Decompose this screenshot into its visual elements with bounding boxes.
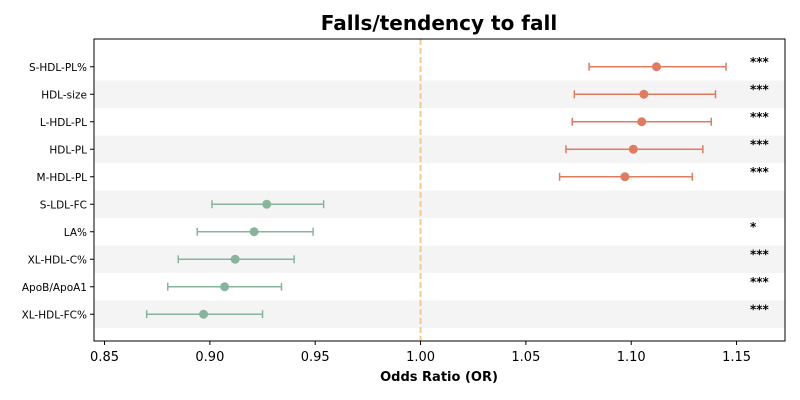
- or-point: [220, 282, 230, 292]
- significance-label: ***: [750, 275, 770, 289]
- x-tick-label: 1.00: [406, 350, 435, 365]
- ci-row: ***: [565, 137, 770, 154]
- x-axis-label: Odds Ratio (OR): [380, 370, 498, 385]
- significance-label: ***: [750, 82, 770, 96]
- category-label: L-HDL-PL: [40, 117, 87, 129]
- category-label: LA%: [64, 227, 87, 239]
- or-point: [637, 117, 647, 127]
- category-label: S-HDL-PL%: [29, 62, 87, 74]
- y-axis: S-HDL-PL% HDL-size L-HDL-PL HDL-PL M-HDL-PL S…: [22, 62, 94, 321]
- significance-label: ***: [750, 110, 770, 124]
- or-point: [639, 89, 649, 99]
- ci-row: ***: [177, 247, 770, 264]
- category-label: M-HDL-PL: [37, 172, 88, 184]
- category-label: S-LDL-FC: [40, 199, 87, 211]
- plot-frame: [93, 38, 786, 342]
- chart-title: Falls/tendency to fall: [321, 11, 557, 35]
- ci-row: ***: [166, 275, 770, 292]
- or-point: [249, 227, 259, 237]
- row-bands: [94, 80, 785, 328]
- or-point: [628, 144, 638, 154]
- category-label: XL-HDL-FC%: [22, 309, 87, 321]
- category-label: XL-HDL-C%: [28, 254, 87, 266]
- significance-label: ***: [750, 302, 770, 316]
- ci-row: ***: [558, 165, 770, 182]
- x-tick-label: 0.85: [90, 350, 119, 365]
- or-point: [230, 254, 240, 264]
- significance-label: ***: [750, 55, 770, 69]
- row-band: [94, 190, 785, 218]
- x-tick-label: 1.15: [722, 350, 751, 365]
- ci-row: *: [196, 220, 757, 237]
- x-tick-label: 1.05: [511, 350, 540, 365]
- ci-row: ***: [571, 110, 770, 127]
- ci-row: ***: [588, 55, 770, 72]
- category-label: HDL-size: [41, 89, 87, 101]
- ci-row: ***: [573, 82, 770, 99]
- category-label: ApoB/ApoA1: [22, 282, 87, 294]
- or-point: [651, 62, 661, 72]
- category-label: HDL-PL: [49, 144, 87, 156]
- or-point: [199, 309, 209, 319]
- or-point: [620, 172, 630, 182]
- ci-row: [211, 199, 325, 209]
- ci-row: ***: [145, 302, 770, 319]
- significance-label: ***: [750, 137, 770, 151]
- significance-label: ***: [750, 247, 770, 261]
- x-tick-label: 1.10: [617, 350, 646, 365]
- x-tick-label: 0.90: [195, 350, 224, 365]
- x-tick-label: 0.95: [301, 350, 330, 365]
- x-axis: 0.85 0.90 0.95 1.00 1.05 1.10 1.15: [90, 341, 751, 365]
- significance-label: ***: [750, 165, 770, 179]
- or-point: [262, 199, 272, 209]
- significance-label: *: [750, 220, 757, 234]
- plot-marks: *************************: [145, 55, 770, 319]
